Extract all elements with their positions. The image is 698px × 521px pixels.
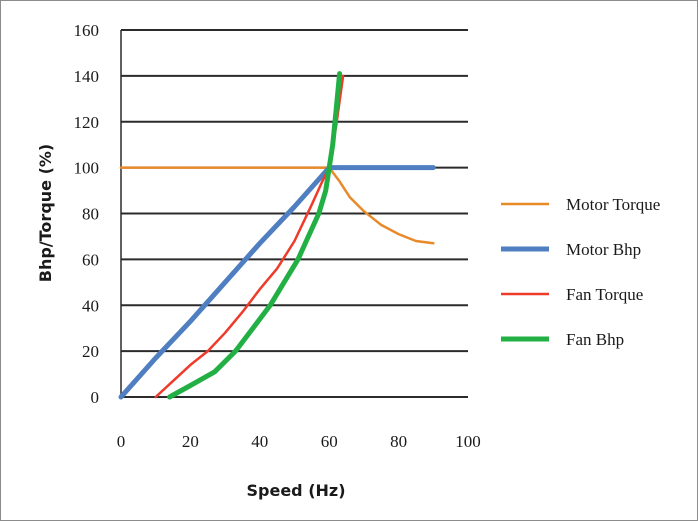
y-tick-label: 120	[74, 113, 100, 132]
y-tick-label: 0	[91, 388, 100, 407]
y-axis-ticks: 0 20 40 60 80 100 120 140 160	[74, 21, 100, 407]
x-tick-label: 80	[390, 432, 407, 451]
legend-label: Fan Bhp	[566, 330, 624, 349]
y-tick-label: 100	[74, 159, 100, 178]
y-tick-label: 60	[82, 250, 99, 269]
x-tick-label: 60	[321, 432, 338, 451]
legend-label: Motor Torque	[566, 195, 660, 214]
x-axis-title: Speed (Hz)	[246, 481, 345, 500]
x-tick-label: 100	[455, 432, 481, 451]
y-tick-label: 160	[74, 21, 100, 40]
y-tick-label: 40	[82, 296, 99, 315]
series-line-motor-bhp	[118, 165, 436, 400]
y-tick-label: 20	[82, 342, 99, 361]
y-axis-title: Bhp/Torque (%)	[36, 144, 55, 282]
y-tick-label: 140	[74, 67, 100, 86]
x-axis-ticks: 0 20 40 60 80 100	[117, 432, 481, 451]
legend: Motor Torque Motor Bhp Fan Torque Fan Bhp	[501, 195, 660, 349]
x-tick-label: 0	[117, 432, 126, 451]
series-line-fan-torque	[154, 74, 345, 399]
series-line-motor-torque	[119, 166, 435, 245]
y-tick-label: 80	[82, 205, 99, 224]
x-tick-label: 20	[182, 432, 199, 451]
legend-label: Motor Bhp	[566, 240, 641, 259]
x-tick-label: 40	[251, 432, 268, 451]
series-lines	[118, 71, 436, 400]
series-line-fan-bhp	[167, 71, 343, 400]
legend-label: Fan Torque	[566, 285, 643, 304]
